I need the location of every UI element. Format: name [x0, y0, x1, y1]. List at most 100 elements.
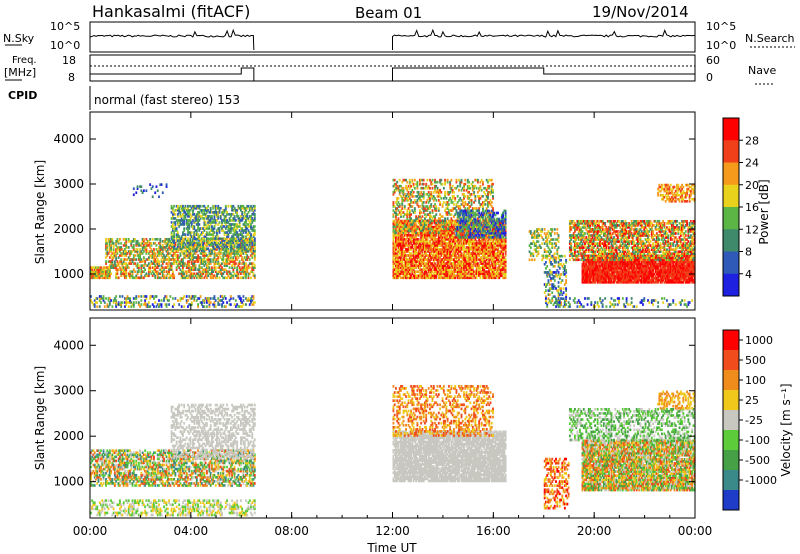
- power-cell: [230, 303, 232, 306]
- power-cell: [207, 237, 209, 240]
- power-cell: [110, 299, 112, 302]
- power-cell: [134, 254, 136, 257]
- power-cell: [254, 301, 256, 304]
- power-cell: [122, 301, 124, 304]
- power-cell: [232, 297, 234, 300]
- power-cell: [152, 238, 154, 241]
- nave-label: Nave: [748, 64, 776, 77]
- cpid-text: normal (fast stereo) 153: [94, 93, 240, 107]
- power-cell: [119, 238, 121, 241]
- noise-trace: [90, 30, 254, 50]
- power-cell: [134, 270, 136, 273]
- power-cell: [157, 238, 159, 241]
- power-cell: [211, 215, 213, 218]
- power-cell: [254, 274, 256, 277]
- power-cell: [210, 207, 212, 210]
- power-cell: [193, 225, 195, 228]
- power-cell: [115, 299, 117, 302]
- power-cell: [156, 295, 158, 298]
- power-cell: [111, 305, 113, 308]
- power-cell: [158, 195, 160, 198]
- freq-trace: [90, 68, 254, 81]
- power-cell: [128, 266, 130, 269]
- power-cell: [178, 303, 180, 306]
- power-cell: [115, 295, 117, 298]
- power-cell: [129, 297, 131, 300]
- power-cell: [215, 266, 217, 269]
- power-cell: [145, 295, 147, 298]
- power-cell: [207, 205, 209, 208]
- power-cell: [143, 238, 145, 241]
- power-cell: [206, 305, 208, 308]
- power-cell: [120, 258, 122, 261]
- nave-tick-bottom: 0: [706, 71, 713, 84]
- power-cell: [173, 205, 175, 208]
- noise-left-tick-bottom: 10^0: [50, 39, 80, 52]
- power-cell: [181, 305, 183, 308]
- power-cell: [104, 301, 106, 304]
- power-cell: [140, 303, 142, 306]
- power-cell: [166, 295, 168, 298]
- power-cell: [187, 299, 189, 302]
- power-cell: [219, 303, 221, 306]
- nave-tick-top: 60: [706, 54, 720, 67]
- noise-left-tick-top: 10^5: [50, 20, 80, 33]
- power-cell: [245, 303, 247, 306]
- power-cell: [140, 185, 142, 188]
- noise-trace: [393, 30, 696, 50]
- power-cell: [239, 243, 241, 246]
- power-cell: [215, 299, 217, 302]
- power-cell: [227, 241, 229, 244]
- power-cell: [200, 295, 202, 298]
- power-cell: [133, 187, 135, 190]
- power-cell: [110, 272, 112, 275]
- date-title: 19/Nov/2014: [592, 3, 689, 21]
- power-cell: [169, 295, 171, 298]
- power-cell: [220, 207, 222, 210]
- power-cell: [144, 268, 146, 271]
- power-cell: [182, 237, 184, 240]
- noise-right-tick-top: 10^5: [706, 20, 736, 33]
- power-cell: [203, 239, 205, 242]
- power-cell: [208, 249, 210, 252]
- power-cell: [177, 231, 179, 234]
- power-cell: [254, 205, 256, 208]
- power-cell: [161, 303, 163, 306]
- power-cell: [240, 297, 242, 300]
- power-cell: [215, 305, 217, 308]
- power-cell: [243, 295, 245, 298]
- power-cell: [174, 297, 176, 300]
- power-cell: [195, 295, 197, 298]
- power-cell: [145, 189, 147, 192]
- power-cell: [239, 260, 241, 263]
- noise-left-label: N.Sky: [3, 32, 35, 45]
- power-cell: [113, 242, 115, 245]
- power-cell: [173, 239, 175, 242]
- power-cell: [186, 295, 188, 298]
- power-cell: [224, 237, 226, 240]
- power-cell: [128, 246, 130, 249]
- freq-trace: [393, 68, 696, 81]
- power-cell: [111, 238, 113, 241]
- power-cell: [229, 266, 231, 269]
- power-cell: [138, 301, 140, 304]
- power-cell: [133, 301, 135, 304]
- power-cell: [151, 242, 153, 245]
- power-cell: [154, 301, 156, 304]
- power-cell: [254, 213, 256, 216]
- power-cell: [254, 225, 256, 228]
- power-cell: [118, 276, 120, 279]
- power-cell: [133, 244, 135, 247]
- power-cell: [200, 205, 202, 208]
- power-cell: [249, 266, 251, 269]
- station-title: Hankasalmi (fitACF): [92, 2, 250, 21]
- power-cell: [219, 221, 221, 224]
- power-cell: [154, 252, 156, 255]
- power-cell: [174, 213, 176, 216]
- power-cell: [162, 191, 164, 194]
- power-cell: [254, 229, 256, 232]
- beam-title: Beam 01: [355, 4, 422, 22]
- power-cell: [250, 276, 252, 279]
- power-cell: [226, 301, 228, 304]
